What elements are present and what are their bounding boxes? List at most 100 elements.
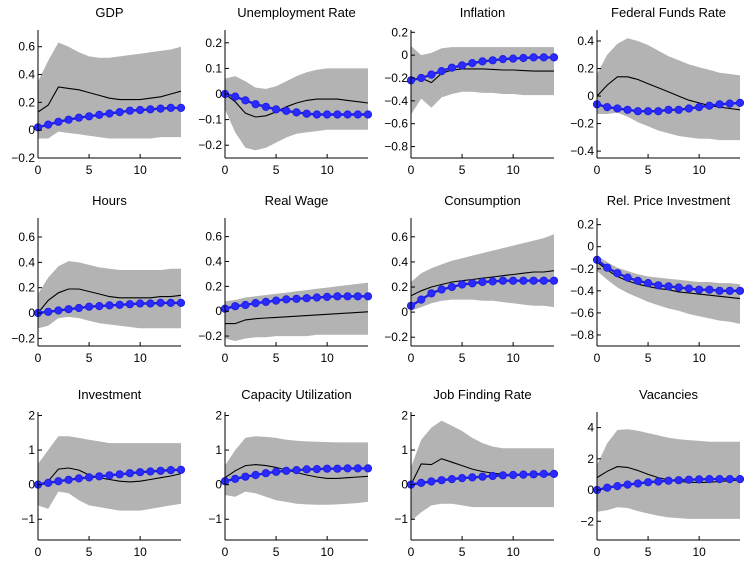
model-point <box>363 464 373 473</box>
y-tick-label: 2 <box>401 408 408 422</box>
y-tick-label: 0 <box>401 48 408 62</box>
model-point <box>508 276 518 285</box>
y-tick-label: 0 <box>401 478 408 492</box>
y-tick-label: −0.8 <box>570 328 594 342</box>
model-point <box>603 483 612 492</box>
panel-title: Vacancies <box>639 387 699 402</box>
model-point <box>539 469 548 478</box>
model-point <box>705 285 714 294</box>
model-point <box>508 54 518 63</box>
model-point <box>664 476 673 485</box>
model-point <box>292 294 301 303</box>
model-point <box>176 465 186 474</box>
model-point <box>725 475 734 484</box>
model-point <box>282 295 291 304</box>
model-point <box>105 109 114 118</box>
model-point <box>539 53 548 62</box>
model-point <box>343 464 352 473</box>
model-point <box>603 263 612 272</box>
x-tick-label: 0 <box>35 163 42 177</box>
panel-title: Job Finding Rate <box>433 387 531 402</box>
model-point <box>623 105 632 114</box>
model-point <box>447 282 456 292</box>
x-tick-label: 5 <box>459 351 466 365</box>
y-tick-label: 0 <box>587 240 594 254</box>
panel-title: Investment <box>78 387 142 402</box>
median-line <box>410 68 554 84</box>
model-point <box>725 99 734 108</box>
model-point <box>312 110 321 119</box>
model-point <box>166 103 175 113</box>
model-point <box>312 465 321 474</box>
y-tick-label: 0 <box>28 306 35 320</box>
model-point <box>261 102 270 111</box>
x-tick-label: 5 <box>86 163 93 177</box>
x-tick-label: 10 <box>506 545 520 559</box>
model-point <box>427 477 436 486</box>
model-point <box>146 105 155 114</box>
model-point <box>125 106 134 115</box>
y-tick-label: 0.2 <box>391 25 408 39</box>
model-point <box>715 475 724 484</box>
model-point <box>156 104 165 113</box>
model-point <box>735 98 744 107</box>
model-point <box>508 470 518 480</box>
model-point <box>705 475 714 484</box>
model-point <box>136 105 145 115</box>
y-tick-label: 0 <box>587 483 594 497</box>
y-tick-label: 0.4 <box>577 34 594 48</box>
model-point <box>64 475 73 484</box>
panel-2: −0.8 −0.6 −0.4 −0.2 0 0.2 0 5 10 Inflation <box>384 5 559 177</box>
panel-title: GDP <box>95 5 123 20</box>
model-point <box>95 302 104 311</box>
model-point <box>674 105 683 114</box>
x-tick-label: 0 <box>222 163 229 177</box>
confidence-band <box>38 261 181 329</box>
model-point <box>292 108 301 117</box>
x-tick-label: 10 <box>692 163 706 177</box>
model-point <box>231 302 240 311</box>
panel-title: Federal Funds Rate <box>611 5 726 20</box>
model-point <box>363 292 373 301</box>
model-point <box>54 117 63 126</box>
model-point <box>674 476 683 485</box>
x-tick-label: 5 <box>645 163 652 177</box>
y-tick-label: −0.2 <box>384 71 408 85</box>
model-point <box>85 112 94 121</box>
model-point <box>312 293 321 302</box>
model-point <box>458 61 467 70</box>
model-point <box>695 475 704 484</box>
model-point <box>343 292 352 301</box>
model-point <box>417 478 426 487</box>
y-tick-label: 0.4 <box>18 255 35 269</box>
model-point <box>417 73 426 83</box>
model-point <box>231 474 240 483</box>
model-point <box>64 115 73 124</box>
model-point <box>323 464 332 473</box>
confidence-band <box>225 282 368 341</box>
x-tick-label: 10 <box>320 163 334 177</box>
model-point <box>458 280 467 289</box>
y-tick-label: 0.4 <box>391 255 408 269</box>
model-point <box>166 466 175 475</box>
model-point <box>684 284 694 293</box>
model-point <box>519 276 528 285</box>
x-tick-label: 10 <box>320 351 334 365</box>
y-tick-label: 2 <box>28 408 35 422</box>
model-point <box>272 467 281 476</box>
model-point <box>633 276 643 285</box>
model-point <box>156 466 165 475</box>
x-tick-label: 10 <box>133 163 147 177</box>
x-tick-label: 10 <box>320 545 334 559</box>
model-point <box>302 465 311 474</box>
model-point <box>95 472 104 481</box>
x-tick-label: 0 <box>594 163 601 177</box>
y-tick-label: 0 <box>401 305 408 319</box>
y-tick-label: 0.2 <box>577 218 594 232</box>
x-tick-label: 10 <box>133 351 147 365</box>
x-tick-label: 0 <box>594 545 601 559</box>
y-tick-label: 1 <box>28 443 35 457</box>
median-line <box>596 76 741 111</box>
y-tick-label: 0 <box>215 87 222 101</box>
